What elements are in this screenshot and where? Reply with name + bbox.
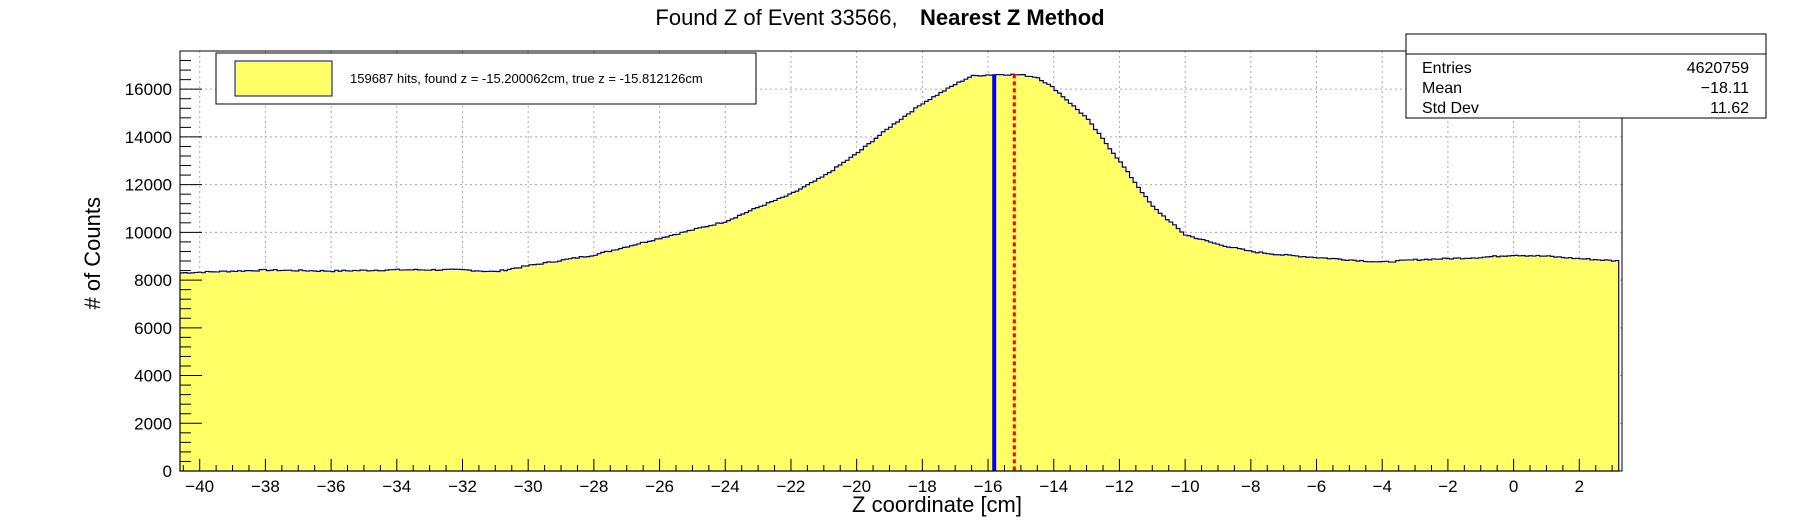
stats-frame	[1405, 33, 1767, 119]
legend: 159687 hits, found z = -15.200062cm, tru…	[215, 52, 757, 105]
legend-entry-text: 159687 hits, found z = -15.200062cm, tru…	[350, 71, 703, 86]
x-tick-label: −10	[1171, 477, 1200, 496]
z-markers	[992, 74, 1016, 471]
stats-entries-label: Entries	[1422, 60, 1472, 77]
stats-mean-label: Mean	[1422, 80, 1462, 97]
y-tick-label: 6000	[134, 319, 172, 338]
x-tick-label: −28	[579, 477, 608, 496]
histogram-bins	[179, 73, 1620, 472]
x-tick-label: −22	[777, 477, 806, 496]
y-tick-label: 14000	[125, 128, 172, 147]
chart-title-main: Found Z of Event 33566,	[655, 5, 897, 30]
y-axis-label: # of Counts	[80, 197, 105, 310]
x-tick-label: −14	[1039, 477, 1068, 496]
stats-entries-value: 4620759	[1687, 60, 1749, 77]
y-tick-label: 4000	[134, 367, 172, 386]
legend-swatch	[234, 60, 333, 97]
y-tick-label: 0	[163, 462, 172, 481]
x-tick-label: 0	[1509, 477, 1518, 496]
x-tick-label: −16	[974, 477, 1003, 496]
y-tick-label: 16000	[125, 80, 172, 99]
y-tick-label: 10000	[125, 223, 172, 242]
y-tick-label: 2000	[134, 414, 172, 433]
stats-stddev-value: 11.62	[1710, 100, 1749, 117]
x-tick-label: −34	[382, 477, 411, 496]
x-tick-label: −26	[645, 477, 674, 496]
x-tick-label: −30	[514, 477, 543, 496]
x-tick-label: −8	[1241, 477, 1260, 496]
chart-title: Found Z of Event 33566, Nearest Z Method	[655, 5, 1104, 30]
histogram-fill	[179, 73, 1620, 472]
y-axis-ticks: 0 2000 4000 6000 8000 10000 12000 14000 16000	[125, 50, 202, 481]
x-axis-ticks: −40 −38 −36 −34 −32 −30 −28 −26 −24 −22 −20 −18 −16−…	[182, 459, 1613, 496]
x-tick-label: −38	[251, 477, 280, 496]
x-tick-label: −12	[1105, 477, 1134, 496]
x-tick-label: −6	[1307, 477, 1326, 496]
stats-stddev-label: Std Dev	[1422, 100, 1479, 117]
y-tick-label: 12000	[125, 176, 172, 195]
x-tick-label: −24	[711, 477, 740, 496]
x-tick-label: 2	[1575, 477, 1584, 496]
x-tick-label: −40	[185, 477, 214, 496]
x-axis-label: Z coordinate [cm]	[852, 492, 1022, 517]
x-tick-label: −2	[1438, 477, 1457, 496]
x-tick-label: −32	[448, 477, 477, 496]
stats-box: Entries 4620759 Mean −18.11 Std Dev 11.6…	[1405, 33, 1767, 119]
x-tick-label: −36	[317, 477, 346, 496]
chart-title-bold: Nearest Z Method	[920, 5, 1105, 30]
x-tick-label: −18	[908, 477, 937, 496]
x-tick-label: −20	[842, 477, 871, 496]
x-tick-label: −4	[1373, 477, 1392, 496]
stats-mean-value: −18.11	[1701, 80, 1749, 97]
y-tick-label: 8000	[134, 271, 172, 290]
